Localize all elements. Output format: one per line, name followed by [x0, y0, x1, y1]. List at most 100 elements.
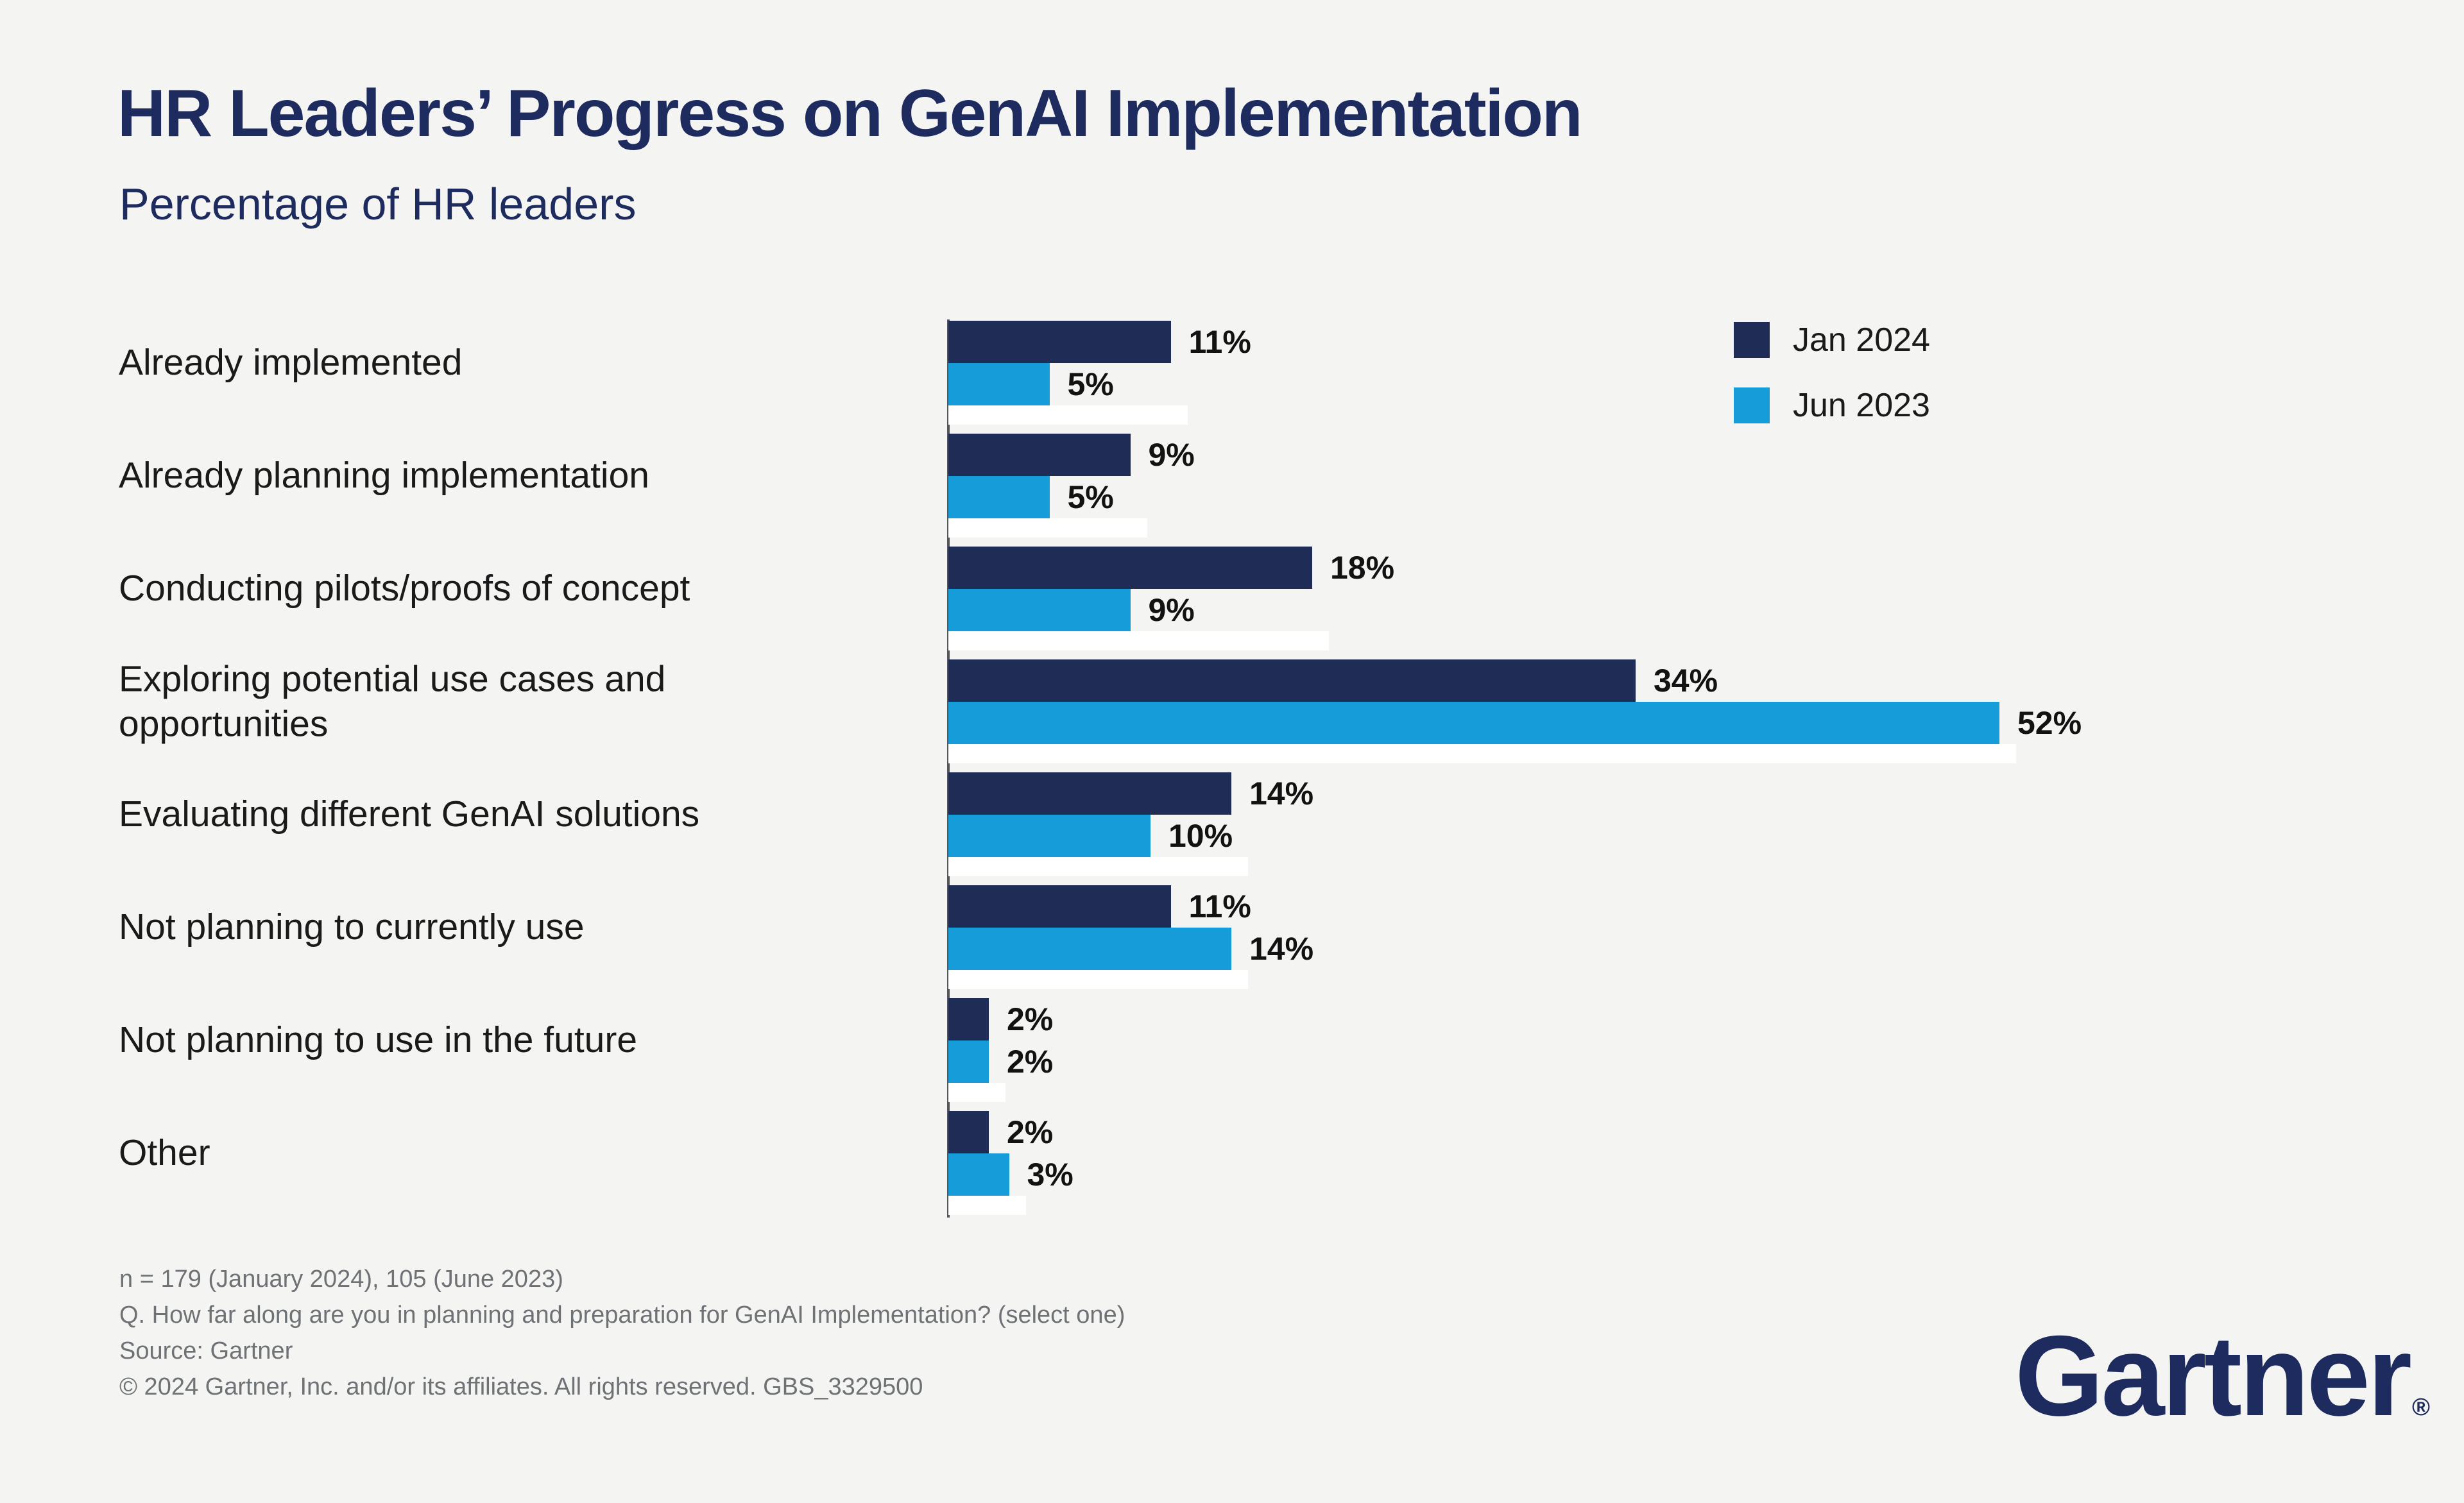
footnote-source: Source: Gartner: [119, 1337, 293, 1364]
bar-line: 52%: [948, 702, 2082, 744]
bar-jun-2023: [948, 815, 1151, 857]
bar-jun-2023: [948, 1040, 989, 1083]
chart-row: Not planning to currently use 11% 14%: [0, 885, 2464, 989]
page-title: HR Leaders’ Progress on GenAI Implementa…: [117, 76, 1582, 151]
legend-item-jun-2023: Jun 2023: [1734, 386, 1930, 425]
bar-value-label: 52%: [2017, 705, 2082, 741]
chart-row: Exploring potential use cases and opport…: [0, 658, 2464, 763]
bar-chart: Already implemented 11% 5% Already planning…: [0, 321, 2464, 1224]
legend-label-jan-2024: Jan 2024: [1793, 321, 1930, 359]
footnotes: n = 179 (January 2024), 105 (June 2023) …: [119, 1261, 1125, 1405]
bar-line: 14%: [948, 928, 1313, 970]
bar-value-label: 9%: [1148, 437, 1195, 473]
bar-shadow: [948, 744, 2016, 763]
category-label: Already implemented: [119, 342, 463, 384]
bar-line: 9%: [948, 434, 1195, 476]
category-label: Not planning to use in the future: [119, 1019, 638, 1061]
bar-jan-2024: [948, 659, 1636, 702]
chart-row: Evaluating different GenAI solutions 14% 1…: [0, 772, 2464, 876]
bar-line: 11%: [948, 885, 1313, 928]
chart-row: Conducting pilots/proofs of concept 18% 9%: [0, 547, 2464, 650]
category-label: Conducting pilots/proofs of concept: [119, 568, 690, 609]
bar-value-label: 18%: [1330, 550, 1395, 586]
bar-group: 11% 5%: [948, 321, 1251, 425]
bar-shadow: [948, 405, 1188, 425]
bar-value-label: 10%: [1168, 818, 1233, 854]
category-label: Not planning to currently use: [119, 906, 585, 948]
legend-item-jan-2024: Jan 2024: [1734, 321, 1930, 359]
bar-group: 18% 9%: [948, 547, 1394, 650]
footnote-copyright: © 2024 Gartner, Inc. and/or its affiliat…: [119, 1373, 923, 1400]
bar-value-label: 2%: [1007, 1001, 1054, 1037]
bar-line: 5%: [948, 476, 1195, 518]
bar-jun-2023: [948, 1153, 1009, 1196]
bar-jun-2023: [948, 363, 1050, 405]
footnote-sample-size: n = 179 (January 2024), 105 (June 2023): [119, 1266, 563, 1293]
bar-group: 11% 14%: [948, 885, 1313, 989]
category-label: Exploring potential use cases and opport…: [119, 658, 666, 744]
bar-line: 18%: [948, 547, 1394, 589]
legend-swatch-jan-2024: [1734, 322, 1770, 358]
bar-shadow: [948, 518, 1147, 538]
chart-row: Already implemented 11% 5%: [0, 321, 2464, 425]
bar-jun-2023: [948, 589, 1131, 631]
bar-line: 34%: [948, 659, 2082, 702]
bar-line: 5%: [948, 363, 1251, 405]
bar-line: 2%: [948, 1111, 1074, 1153]
bar-shadow: [948, 857, 1248, 876]
bar-value-label: 3%: [1027, 1157, 1074, 1193]
bar-shadow: [948, 631, 1329, 650]
bar-jan-2024: [948, 772, 1231, 815]
footnote-question: Q. How far along are you in planning and…: [119, 1302, 1125, 1329]
bar-value-label: 2%: [1007, 1044, 1054, 1080]
bar-shadow: [948, 970, 1248, 989]
chart-row: Already planning implementation 9% 5%: [0, 434, 2464, 538]
bar-shadow: [948, 1083, 1005, 1102]
bar-jan-2024: [948, 885, 1171, 928]
bar-group: 14% 10%: [948, 772, 1313, 876]
bar-value-label: 11%: [1188, 324, 1251, 360]
bar-value-label: 2%: [1007, 1114, 1054, 1150]
bar-value-label: 5%: [1067, 479, 1114, 515]
category-label: Evaluating different GenAI solutions: [119, 794, 700, 835]
bar-jun-2023: [948, 928, 1231, 970]
page-subtitle: Percentage of HR leaders: [119, 179, 637, 229]
bar-line: 9%: [948, 589, 1394, 631]
bar-value-label: 34%: [1654, 663, 1718, 699]
bar-value-label: 11%: [1188, 888, 1251, 924]
bar-jan-2024: [948, 321, 1171, 363]
registered-trademark-icon: ®: [2412, 1394, 2430, 1421]
bar-value-label: 5%: [1067, 366, 1114, 402]
bar-jun-2023: [948, 476, 1050, 518]
bar-line: 2%: [948, 1040, 1053, 1083]
legend-swatch-jun-2023: [1734, 387, 1770, 423]
chart-row: Not planning to use in the future 2% 2%: [0, 998, 2464, 1102]
category-label: Other: [119, 1132, 210, 1174]
bar-jun-2023: [948, 702, 1999, 744]
bar-value-label: 14%: [1249, 931, 1314, 967]
bar-line: 14%: [948, 772, 1313, 815]
bar-group: 2% 2%: [948, 998, 1053, 1102]
bar-group: 9% 5%: [948, 434, 1195, 538]
bar-line: 2%: [948, 998, 1053, 1040]
legend-label-jun-2023: Jun 2023: [1793, 387, 1930, 424]
bar-line: 10%: [948, 815, 1313, 857]
legend: Jan 2024 Jun 2023: [1734, 321, 1930, 452]
bar-jan-2024: [948, 1111, 989, 1153]
bar-group: 34% 52%: [948, 659, 2082, 763]
bar-value-label: 9%: [1148, 592, 1195, 628]
bar-jan-2024: [948, 998, 989, 1040]
category-label: Already planning implementation: [119, 455, 650, 497]
gartner-logo-text: Gartner: [2015, 1312, 2412, 1439]
bar-line: 3%: [948, 1153, 1074, 1196]
bar-jan-2024: [948, 434, 1131, 476]
gartner-logo: Gartner ®: [2015, 1310, 2430, 1441]
bar-group: 2% 3%: [948, 1111, 1074, 1215]
chart-row: Other 2% 3%: [0, 1111, 2464, 1215]
chart-axis-line: [947, 319, 950, 1218]
bar-value-label: 14%: [1249, 776, 1314, 811]
bar-jan-2024: [948, 547, 1312, 589]
bar-line: 11%: [948, 321, 1251, 363]
bar-shadow: [948, 1196, 1026, 1215]
